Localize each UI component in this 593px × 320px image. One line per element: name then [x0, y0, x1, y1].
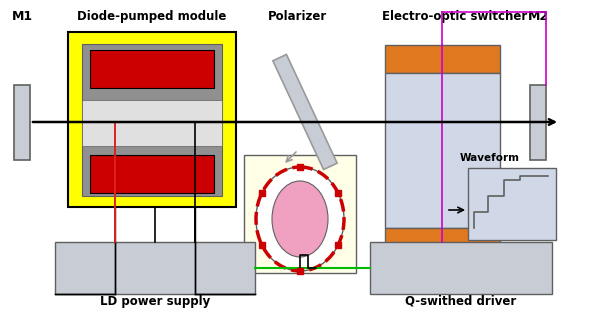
Text: LD power supply: LD power supply — [100, 295, 210, 308]
Bar — [370, 242, 552, 294]
Bar — [468, 168, 556, 240]
Bar — [90, 155, 214, 193]
Bar — [55, 242, 255, 294]
Text: Diode-pumped module: Diode-pumped module — [77, 10, 227, 23]
Text: Electro-optic switcher: Electro-optic switcher — [382, 10, 528, 23]
Bar — [68, 32, 236, 207]
Bar — [82, 44, 222, 196]
Bar — [244, 155, 356, 273]
Text: Q-swithed driver: Q-swithed driver — [406, 295, 517, 308]
Text: M2: M2 — [527, 10, 549, 23]
Bar — [14, 85, 30, 160]
Ellipse shape — [272, 181, 328, 257]
Bar — [90, 50, 214, 88]
Bar — [530, 85, 546, 160]
Bar — [385, 73, 500, 228]
Bar — [385, 45, 500, 73]
Text: Waveform: Waveform — [460, 153, 520, 163]
Bar — [82, 100, 222, 146]
Text: Polarizer: Polarizer — [269, 10, 327, 23]
Text: M1: M1 — [11, 10, 33, 23]
Bar — [273, 54, 337, 170]
Bar — [385, 228, 500, 256]
Ellipse shape — [256, 167, 344, 271]
